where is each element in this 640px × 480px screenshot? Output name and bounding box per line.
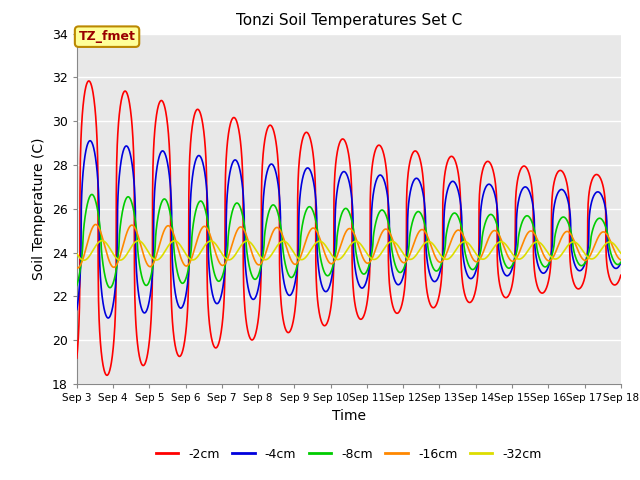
Y-axis label: Soil Temperature (C): Soil Temperature (C) [33,138,46,280]
X-axis label: Time: Time [332,408,366,422]
Text: TZ_fmet: TZ_fmet [79,30,136,43]
Legend: -2cm, -4cm, -8cm, -16cm, -32cm: -2cm, -4cm, -8cm, -16cm, -32cm [151,443,547,466]
Title: Tonzi Soil Temperatures Set C: Tonzi Soil Temperatures Set C [236,13,462,28]
